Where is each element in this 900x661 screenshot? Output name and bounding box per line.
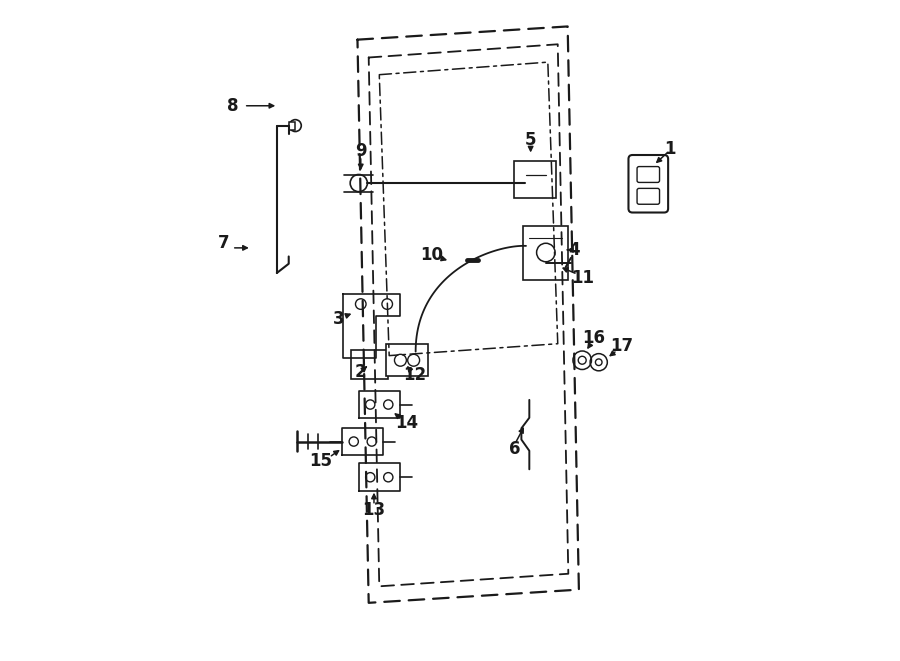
Text: 15: 15 (310, 452, 333, 471)
FancyBboxPatch shape (523, 226, 568, 280)
Text: 9: 9 (355, 141, 366, 160)
Text: 4: 4 (569, 241, 580, 259)
FancyBboxPatch shape (514, 161, 556, 198)
Text: 8: 8 (228, 97, 238, 115)
FancyBboxPatch shape (351, 350, 388, 379)
Text: 12: 12 (403, 366, 427, 385)
Text: 14: 14 (395, 414, 419, 432)
Text: 13: 13 (363, 501, 385, 520)
Text: 2: 2 (355, 363, 366, 381)
FancyBboxPatch shape (637, 167, 660, 182)
FancyBboxPatch shape (637, 188, 660, 204)
Text: 16: 16 (582, 329, 606, 348)
Text: 7: 7 (218, 234, 230, 253)
FancyBboxPatch shape (628, 155, 668, 213)
Text: 17: 17 (610, 337, 634, 356)
Bar (290, 122, 294, 130)
Text: 6: 6 (509, 440, 520, 459)
Text: 1: 1 (663, 139, 675, 158)
Text: 10: 10 (420, 246, 444, 264)
Text: 5: 5 (525, 131, 536, 149)
Text: 3: 3 (333, 309, 345, 328)
Text: 11: 11 (571, 268, 594, 287)
FancyBboxPatch shape (386, 344, 428, 376)
